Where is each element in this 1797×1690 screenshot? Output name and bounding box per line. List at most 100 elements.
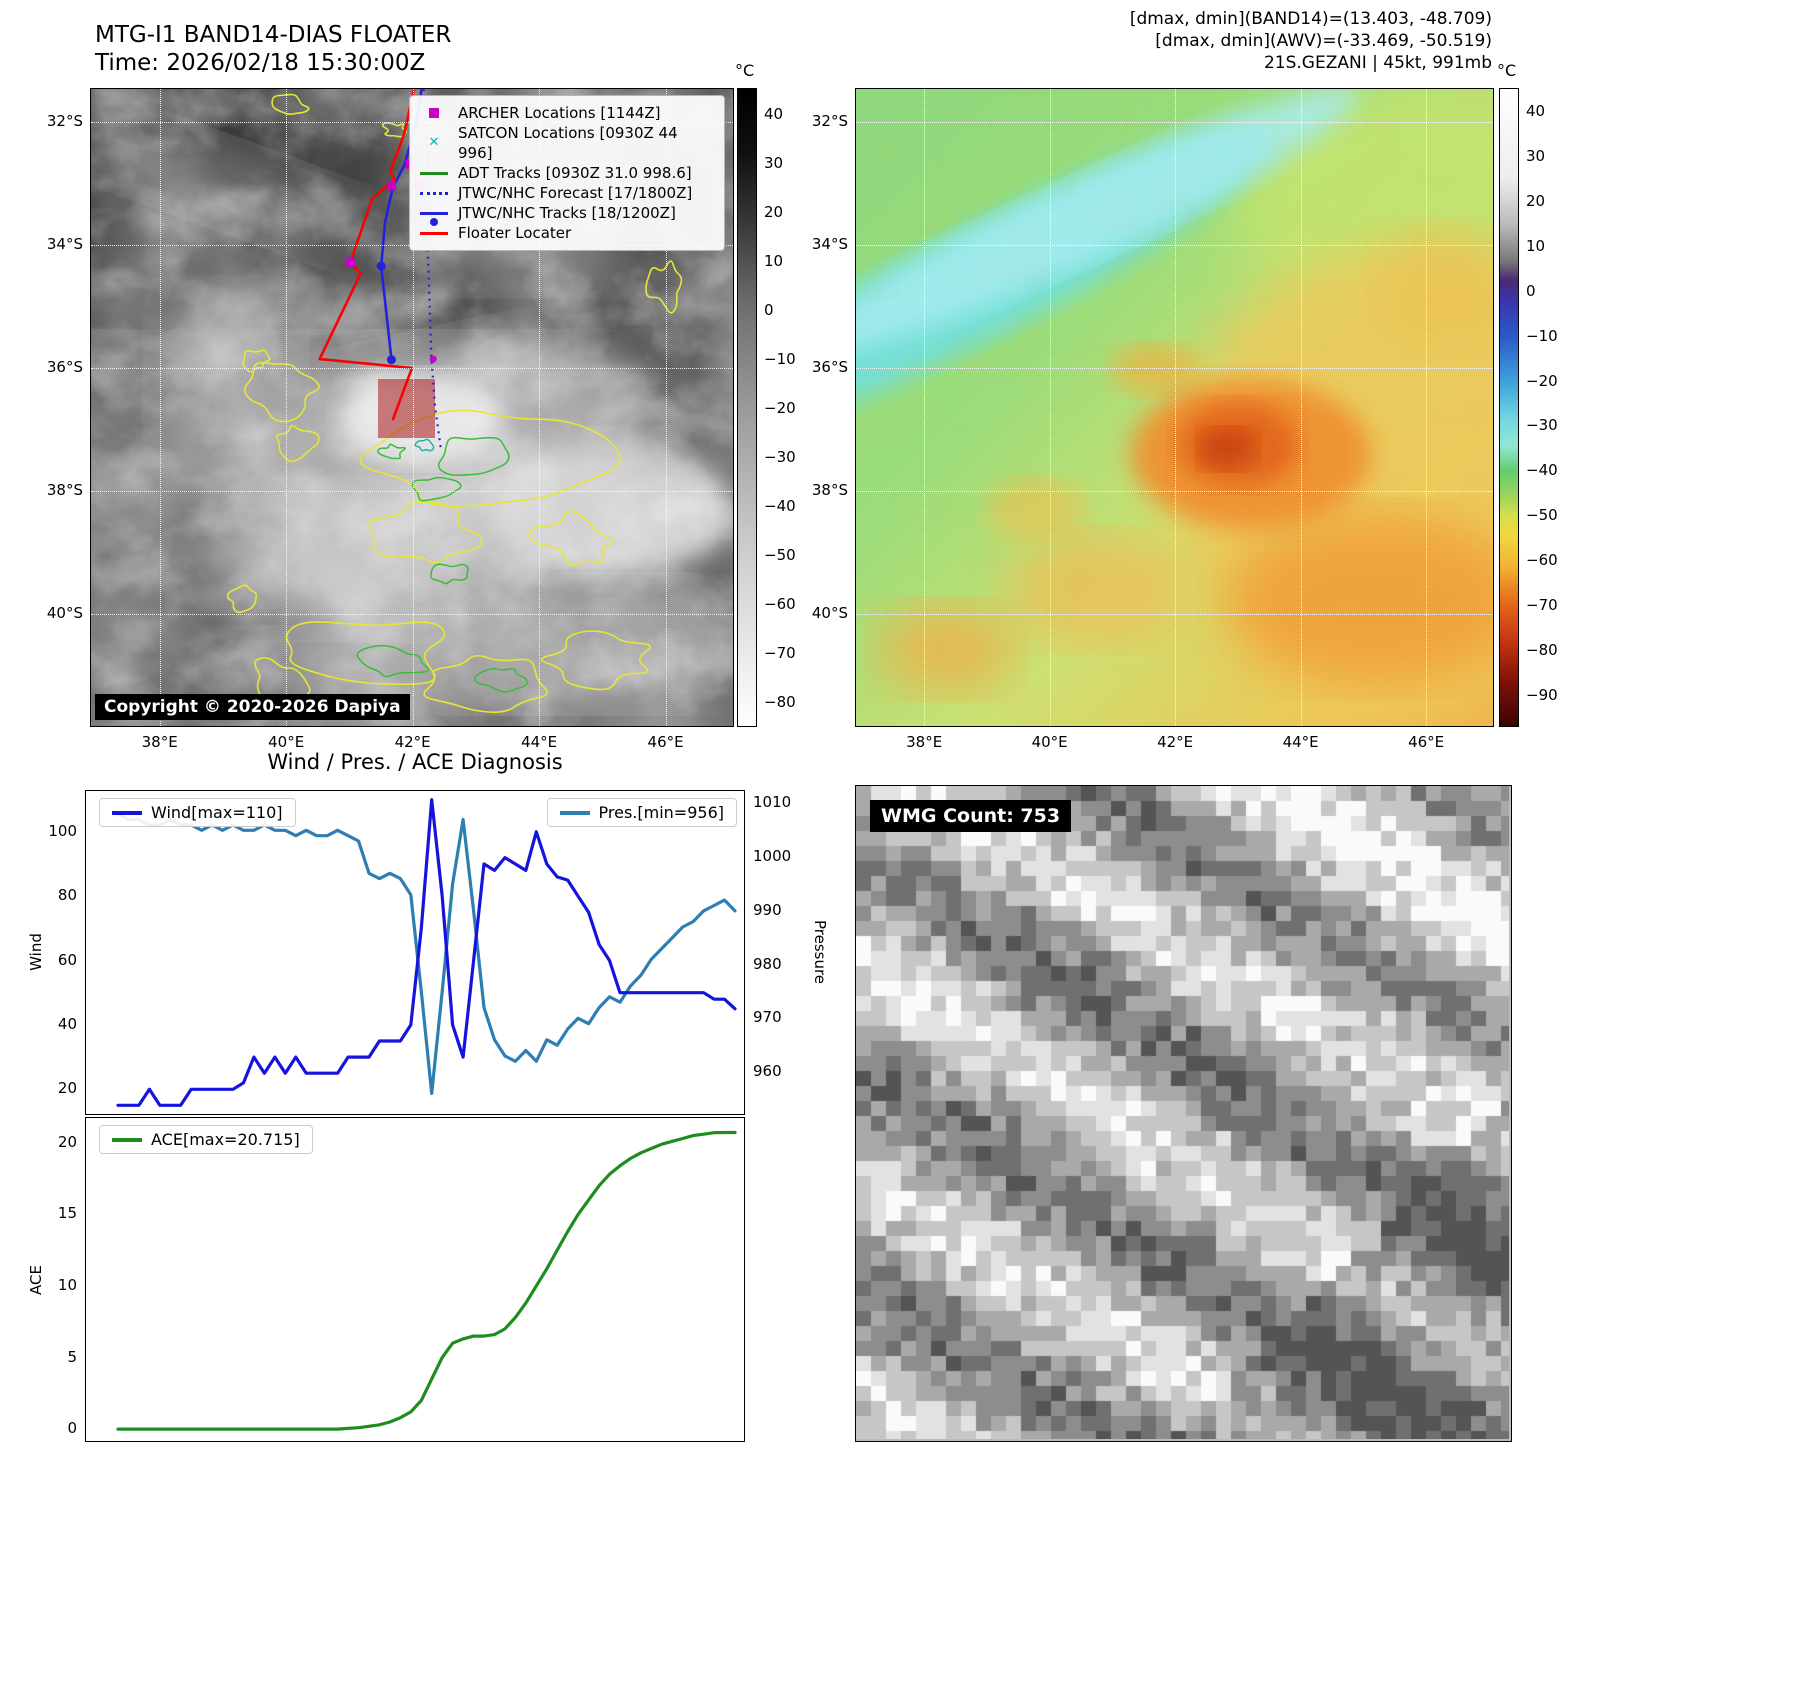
colorbar-tick-label: 40: [764, 104, 784, 123]
lat-gridline: [856, 122, 1493, 124]
lat-tick-label: 40°S: [46, 603, 83, 622]
wind-axis-label: Wind: [27, 933, 45, 971]
square-legend-marker: [419, 108, 449, 118]
lat-tick-label: 38°S: [46, 480, 83, 499]
legend-item: ARCHER Locations [1144Z]: [419, 103, 715, 123]
awv-satellite-map: 32°S 34°S 36°S 38°S 40°S 38°E 40°E 42°E 44°E 46°E: [812, 88, 1494, 751]
axis-tick-label: 80: [57, 886, 77, 905]
fig2-header-line2: [dmax, dmin](AWV)=(-33.469, -50.519): [1155, 31, 1492, 51]
axis-tick-label: 20: [57, 1079, 77, 1098]
copyright-label: Copyright © 2020-2026 Dapiya: [95, 694, 410, 720]
lon-tick-label: 42°E: [1157, 733, 1194, 751]
axis-tick-label: 15: [57, 1204, 77, 1223]
band14-colorbar: °C 40 30 20 10 0 −10 −20 −30 −40 −50 −60 −70 −80: [735, 61, 796, 727]
lat-tick-label: 32°S: [46, 112, 83, 131]
colorbar-tick-label: −70: [1526, 595, 1558, 614]
legend-item: ✕ SATCON Locations [0930Z 44 996]: [419, 123, 715, 163]
chart-legend: Wind[max=110]: [99, 798, 296, 827]
legend-item-label: ARCHER Locations [1144Z]: [458, 104, 661, 122]
colorbar-tick-label: 20: [764, 202, 784, 221]
fig2-header-line1: [dmax, dmin](BAND14)=(13.403, -48.709): [1129, 9, 1492, 29]
colorbar-tick-label: −60: [764, 594, 796, 613]
lon-tick-label: 46°E: [647, 733, 684, 751]
lon-gridline: [665, 89, 667, 726]
legend-item-label: SATCON Locations [0930Z 44 996]: [458, 124, 678, 162]
lat-tick-label: 34°S: [46, 235, 83, 254]
colorbar-tick-label: 10: [1526, 237, 1546, 255]
lat-tick-label: 36°S: [811, 358, 848, 376]
lon-gridline: [1300, 89, 1302, 726]
colorbar-tick-label: 30: [1526, 147, 1546, 166]
fig1-title: MTG-I1 BAND14-DIAS FLOATER: [95, 22, 452, 48]
legend-item: JTWC/NHC Tracks [18/1200Z]: [419, 203, 715, 226]
colorbar-tick-label: 10: [764, 251, 784, 270]
chart-legend-label: Wind[max=110]: [151, 803, 283, 822]
legend-line-sample: [112, 1137, 142, 1142]
axis-tick-label: 20: [57, 1132, 77, 1151]
pressure-axis-label: Pressure: [811, 919, 829, 985]
colorbar-tick-label: −80: [1526, 640, 1558, 659]
lon-tick-label: 44°E: [1282, 733, 1319, 751]
lat-tick-label: 36°S: [46, 358, 83, 376]
lon-tick-label: 44°E: [521, 733, 558, 751]
colorbar-tick-label: 20: [1526, 192, 1546, 211]
colorbar-tick-label: −60: [1526, 551, 1558, 570]
lat-tick-label: 38°S: [811, 480, 848, 499]
fig1-subtitle: Time: 2026/02/18 15:30:00Z: [95, 50, 426, 76]
legend-line-sample: [112, 810, 142, 815]
axis-tick-label: 0: [67, 1419, 77, 1438]
lon-gridline: [286, 89, 288, 726]
lat-gridline: [91, 368, 733, 369]
legend-line-sample: [559, 810, 590, 815]
colorbar-tick-label: −30: [1526, 416, 1558, 435]
colorbar-tick-label: −40: [764, 496, 796, 515]
floater-target-box: [378, 379, 435, 438]
colorbar-tick-label: −20: [764, 398, 796, 417]
chart-legend-label: Pres.[min=956]: [598, 803, 724, 822]
wind-pressure-chart: 20 40 60 80 100 960 970 980 990 1000 1010 Wind[max=…: [48, 790, 791, 1115]
lat-gridline: [856, 490, 1493, 492]
lat-gridline: [91, 490, 733, 492]
colorbar-tick-label: 30: [764, 153, 784, 172]
axis-tick-label: 5: [67, 1347, 77, 1366]
legend-item-label: JTWC/NHC Tracks [18/1200Z]: [458, 204, 676, 222]
colorbar-tick-label: −50: [764, 545, 796, 564]
axis-tick-label: 990: [753, 900, 782, 919]
colorbar-tick-label: −20: [1526, 371, 1558, 390]
axis-tick-label: 960: [753, 1062, 782, 1081]
colorbar-unit: °C: [735, 61, 755, 80]
colorbar-tick-label: −10: [764, 349, 796, 368]
axis-tick-label: 100: [48, 821, 77, 840]
legend-item-label: Floater Locater: [458, 224, 572, 242]
legend-item: JTWC/NHC Forecast [17/1800Z]: [419, 183, 715, 203]
ace-axis-label: ACE: [27, 1265, 45, 1295]
axis-tick-label: 1010: [753, 793, 792, 812]
colorbar-tick-label: −80: [764, 692, 796, 711]
band14-satellite-map: SUHUATAI 2026 ARCHER Locations [1144Z]✕S…: [47, 88, 734, 751]
lon-tick-label: 40°E: [268, 733, 305, 751]
colorbar-tick-label: 40: [1526, 102, 1546, 121]
chart-legend: ACE[max=20.715]: [99, 1125, 313, 1154]
lon-tick-label: 40°E: [1031, 733, 1068, 751]
fig2-header: [dmax, dmin](BAND14)=(13.403, -48.709) […: [855, 8, 1492, 74]
line-dot-legend-marker: [419, 211, 449, 226]
lon-tick-label: 38°E: [906, 733, 943, 751]
axis-tick-label: 40: [57, 1014, 77, 1033]
wmg-pixel-image: [856, 786, 1509, 1439]
lon-gridline: [1175, 89, 1177, 726]
axis-tick-label: 10: [57, 1275, 77, 1294]
lon-gridline: [159, 89, 161, 726]
colorbar-tick-label: −30: [764, 447, 796, 466]
lon-tick-label: 42°E: [394, 733, 431, 751]
lon-gridline: [1426, 89, 1428, 726]
lat-gridline: [856, 613, 1493, 615]
axis-tick-label: 970: [753, 1008, 782, 1027]
chart-legend: Pres.[min=956]: [546, 798, 737, 827]
lon-gridline: [539, 89, 541, 726]
x-legend-marker: ✕: [428, 135, 440, 150]
colorbar-tick-label: 0: [1526, 281, 1536, 300]
line-legend-marker: [419, 171, 449, 175]
colorbar-tick-label: −50: [1526, 506, 1558, 525]
colorbar-unit: °C: [1497, 61, 1517, 80]
